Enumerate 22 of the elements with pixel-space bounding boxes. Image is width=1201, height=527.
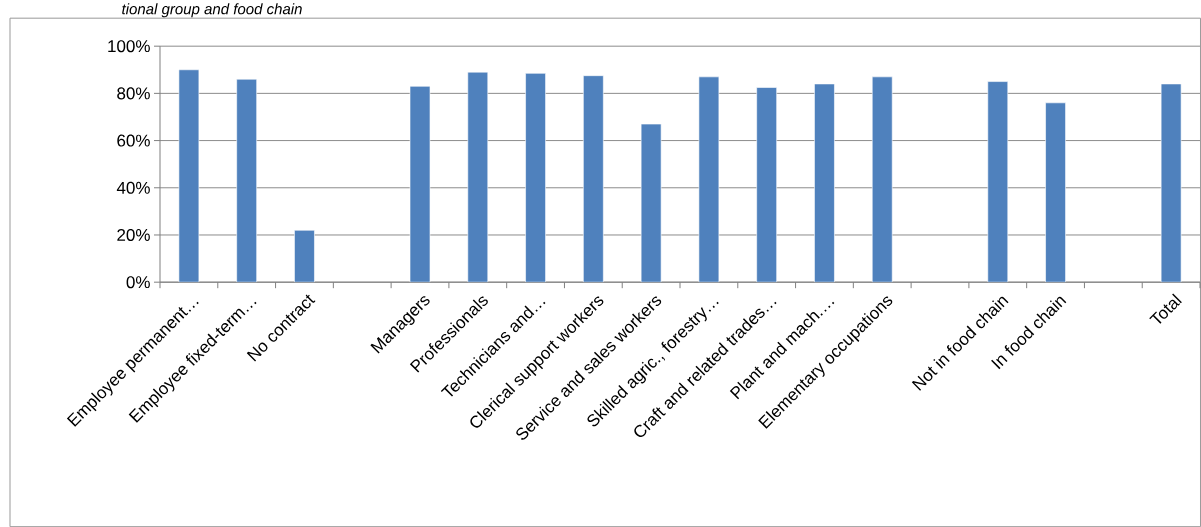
y-tick-label: 60% xyxy=(117,134,150,147)
bar xyxy=(236,78,257,283)
bar xyxy=(871,76,893,283)
y-tick-label: 100% xyxy=(108,40,150,53)
bar xyxy=(294,229,315,283)
bar xyxy=(525,72,546,283)
y-tick-label: 0% xyxy=(126,276,150,289)
bar xyxy=(640,123,662,283)
y-tick-label: 80% xyxy=(117,87,150,100)
bar xyxy=(1160,83,1182,283)
bar xyxy=(698,76,720,283)
bar xyxy=(987,81,1009,283)
bar xyxy=(756,87,777,283)
chart-title: tional group and food chain xyxy=(122,3,302,18)
bar xyxy=(814,83,835,283)
y-tick-label: 20% xyxy=(117,228,150,241)
bar xyxy=(178,69,200,283)
bar xyxy=(583,75,604,283)
bar xyxy=(1045,102,1066,283)
y-tick-label: 40% xyxy=(116,181,150,194)
bar xyxy=(467,71,489,283)
bar xyxy=(409,85,431,283)
